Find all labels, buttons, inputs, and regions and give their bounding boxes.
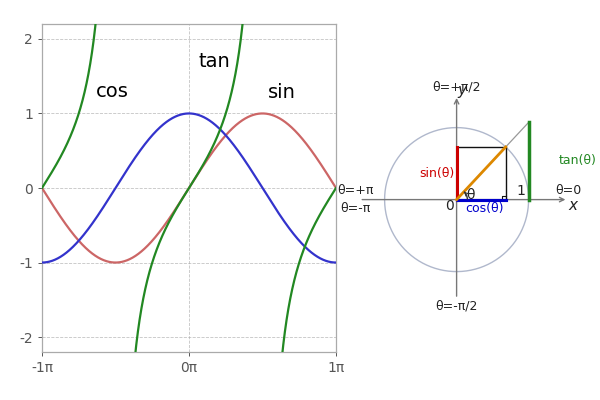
Text: cos: cos bbox=[96, 82, 129, 100]
Text: θ=+π: θ=+π bbox=[338, 184, 374, 197]
Text: sin: sin bbox=[268, 83, 296, 102]
Text: sin(θ): sin(θ) bbox=[419, 167, 454, 180]
Text: θ: θ bbox=[466, 188, 475, 202]
Text: tan(θ): tan(θ) bbox=[559, 154, 597, 168]
Text: tan: tan bbox=[198, 52, 230, 71]
Text: cos(θ): cos(θ) bbox=[466, 202, 504, 216]
Text: θ=+π/2: θ=+π/2 bbox=[433, 80, 481, 93]
Text: θ=0: θ=0 bbox=[555, 184, 581, 197]
Text: θ=-π: θ=-π bbox=[341, 202, 371, 216]
Text: 1: 1 bbox=[516, 184, 525, 198]
Text: x: x bbox=[569, 198, 578, 213]
Text: θ=-π/2: θ=-π/2 bbox=[436, 300, 478, 313]
Text: 0: 0 bbox=[445, 199, 454, 213]
Text: y: y bbox=[457, 83, 466, 98]
